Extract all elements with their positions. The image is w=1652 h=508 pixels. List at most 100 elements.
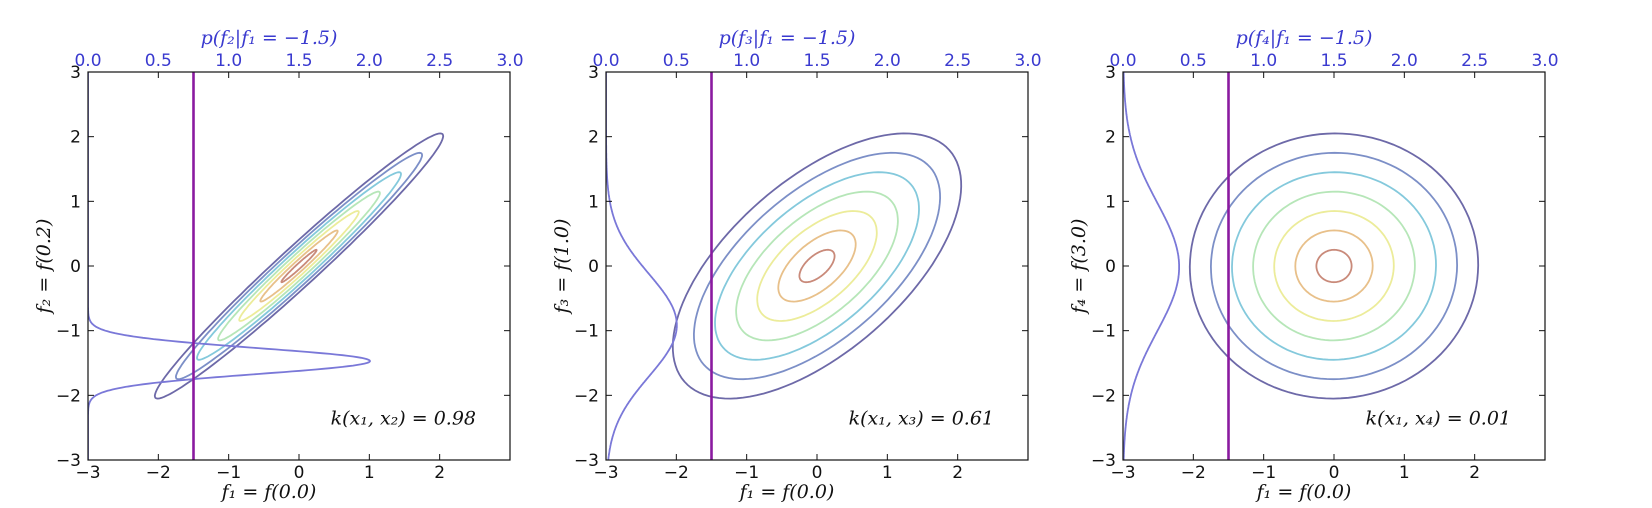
plot-area xyxy=(606,72,963,460)
contour-level-4 xyxy=(735,190,899,342)
x-tick-label: 1 xyxy=(364,463,375,483)
y-axis-title: f₄ = f(3.0) xyxy=(1068,219,1090,316)
top-tick-label: 2.5 xyxy=(1461,51,1488,71)
x-tick-label: −1 xyxy=(734,463,759,483)
y-tick-label: 3 xyxy=(1105,63,1116,83)
x-axis-title: f₁ = f(0.0) xyxy=(1255,481,1352,503)
x-axis-title: f₁ = f(0.0) xyxy=(738,481,835,503)
top-axis-title: p(f₄|f₁ = −1.5) xyxy=(1236,27,1373,49)
x-tick-label: −2 xyxy=(664,463,689,483)
contour-level-6 xyxy=(259,229,339,303)
top-tick-label: 0.0 xyxy=(1109,51,1136,71)
contour-level-4 xyxy=(1252,190,1416,342)
x-tick-label: −3 xyxy=(75,463,100,483)
conditional-density-curve xyxy=(606,72,678,460)
x-tick-label: 2 xyxy=(434,463,445,483)
top-tick-label: 0.5 xyxy=(1180,51,1207,71)
contour-level-7 xyxy=(280,248,318,284)
top-tick-label: 3.0 xyxy=(1531,51,1558,71)
contour-level-6 xyxy=(1294,229,1374,303)
top-tick-label: 1.0 xyxy=(733,51,760,71)
x-tick-label: −1 xyxy=(1251,463,1276,483)
contour-level-3 xyxy=(1231,171,1437,361)
top-tick-label: 2.0 xyxy=(1391,51,1418,71)
y-tick-label: −3 xyxy=(56,451,81,471)
contour-level-6 xyxy=(777,229,857,303)
x-tick-label: 0 xyxy=(1329,463,1340,483)
top-tick-label: 3.0 xyxy=(1014,51,1041,71)
subplot-2: −3 −2 −1 0 1 2 −3 −2 −1 0 1 2 30.0 0.5 1.0 1.5 2.0 2.5 3.0… xyxy=(551,27,1042,503)
contour-level-2 xyxy=(174,151,424,381)
top-tick-label: 0.5 xyxy=(145,51,172,71)
contour-level-5 xyxy=(238,210,360,322)
top-axis-title: p(f₂|f₁ = −1.5) xyxy=(201,27,338,49)
contour-level-7 xyxy=(1315,248,1353,284)
y-tick-label: 1 xyxy=(1105,192,1116,212)
y-tick-label: −3 xyxy=(1091,451,1116,471)
plot-frame xyxy=(1122,71,1546,461)
y-axis-title: f₂ = f(0.2) xyxy=(33,219,55,316)
y-tick-label: 0 xyxy=(1105,257,1116,277)
x-tick-label: −3 xyxy=(593,463,618,483)
kernel-annotation: k(x₁, x₄) = 0.01 xyxy=(1366,407,1511,429)
x-tick-label: 1 xyxy=(882,463,893,483)
top-tick-label: 0.5 xyxy=(663,51,690,71)
conditional-density-curve xyxy=(88,72,372,460)
subplot-3: −3 −2 −1 0 1 2 −3 −2 −1 0 1 2 30.0 0.5 1.0 1.5 2.0 2.5 3.0… xyxy=(1068,27,1559,503)
y-tick-label: −2 xyxy=(1091,386,1116,406)
top-tick-label: 1.5 xyxy=(1320,51,1347,71)
top-tick-label: 0.0 xyxy=(592,51,619,71)
y-tick-label: 1 xyxy=(70,192,81,212)
contour-level-1 xyxy=(671,132,963,400)
x-tick-label: −3 xyxy=(1110,463,1135,483)
top-tick-label: 1.0 xyxy=(215,51,242,71)
contour-level-3 xyxy=(196,171,402,361)
y-tick-label: 0 xyxy=(70,257,81,277)
plot-frame xyxy=(87,71,511,461)
contour-level-1 xyxy=(1188,132,1480,400)
kernel-annotation: k(x₁, x₂) = 0.98 xyxy=(331,407,476,429)
x-axis-title: f₁ = f(0.0) xyxy=(220,481,317,503)
top-tick-label: 1.5 xyxy=(803,51,830,71)
y-tick-label: −1 xyxy=(574,322,599,342)
x-tick-label: 0 xyxy=(812,463,823,483)
y-tick-label: −2 xyxy=(574,386,599,406)
plot-frame xyxy=(605,71,1029,461)
y-tick-label: −1 xyxy=(1091,322,1116,342)
x-tick-label: −1 xyxy=(216,463,241,483)
contour-level-7 xyxy=(798,248,836,284)
top-tick-label: 3.0 xyxy=(496,51,523,71)
contour-level-4 xyxy=(217,190,381,342)
contour-level-2 xyxy=(692,151,942,381)
plot-area xyxy=(88,72,445,460)
top-tick-label: 0.0 xyxy=(74,51,101,71)
x-tick-label: 2 xyxy=(952,463,963,483)
kernel-annotation: k(x₁, x₃) = 0.61 xyxy=(849,407,994,429)
subplot-1: −3 −2 −1 0 1 2 −3 −2 −1 0 1 2 30.0 0.5 1.0 1.5 2.0 2.5 3.0… xyxy=(33,27,524,503)
plot-area xyxy=(1123,72,1480,460)
contour-level-5 xyxy=(1273,210,1395,322)
y-tick-label: −1 xyxy=(56,322,81,342)
y-tick-label: −3 xyxy=(574,451,599,471)
top-tick-label: 2.5 xyxy=(944,51,971,71)
top-tick-label: 2.0 xyxy=(356,51,383,71)
top-tick-label: 1.5 xyxy=(285,51,312,71)
y-tick-label: 2 xyxy=(1105,128,1116,148)
y-tick-label: −2 xyxy=(56,386,81,406)
conditional-density-curve xyxy=(1123,72,1180,460)
x-tick-label: −2 xyxy=(1181,463,1206,483)
y-tick-label: 0 xyxy=(588,257,599,277)
top-tick-label: 2.5 xyxy=(426,51,453,71)
y-tick-label: 3 xyxy=(588,63,599,83)
x-tick-label: 1 xyxy=(1399,463,1410,483)
contour-level-5 xyxy=(756,210,878,322)
x-tick-label: −2 xyxy=(146,463,171,483)
x-tick-label: 0 xyxy=(294,463,305,483)
y-tick-label: 2 xyxy=(588,128,599,148)
x-tick-label: 2 xyxy=(1469,463,1480,483)
top-axis-title: p(f₃|f₁ = −1.5) xyxy=(719,27,856,49)
y-tick-label: 3 xyxy=(70,63,81,83)
top-tick-label: 2.0 xyxy=(874,51,901,71)
contour-level-2 xyxy=(1209,151,1459,381)
